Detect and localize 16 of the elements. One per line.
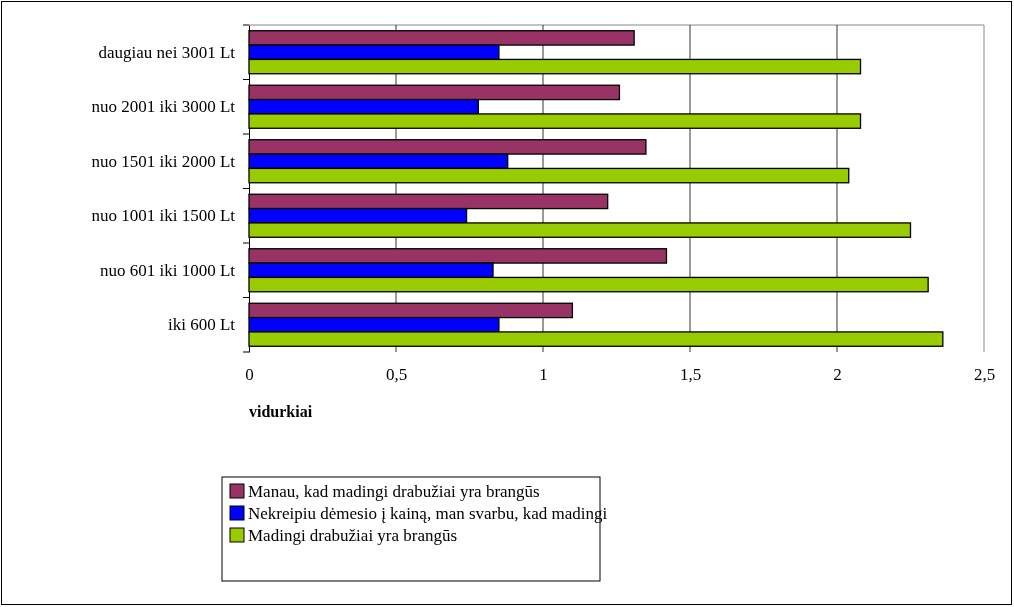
x-tick-label: 1 [539,365,548,385]
x-axis-title: vidurkiai [249,403,313,420]
y-tick-label: iki 600 Lt [167,315,236,335]
legend-label: Nekreipiu dėmesio į kainą, man svarbu, kad madingi [248,504,608,523]
x-tick-label: 2,5 [973,365,996,385]
y-tick-label: daugiau nei 3001 Lt [98,42,236,62]
x-tick-label: 0,5 [385,365,408,385]
y-tick-label: nuo 601 iki 1000 Lt [99,260,236,280]
x-tick-label: 1,5 [679,365,702,385]
y-tick-label: nuo 2001 iki 3000 Lt [91,97,236,117]
legend-label: Manau, kad madingi drabužiai yra brangūs [248,482,540,501]
x-tick-label: 0 [245,365,254,385]
x-tick-label: 2 [833,365,842,385]
legend-label: Madingi drabužiai yra brangūs [248,526,458,545]
y-tick-label: nuo 1001 iki 1500 Lt [91,206,236,226]
y-tick-label: nuo 1501 iki 2000 Lt [91,151,236,171]
